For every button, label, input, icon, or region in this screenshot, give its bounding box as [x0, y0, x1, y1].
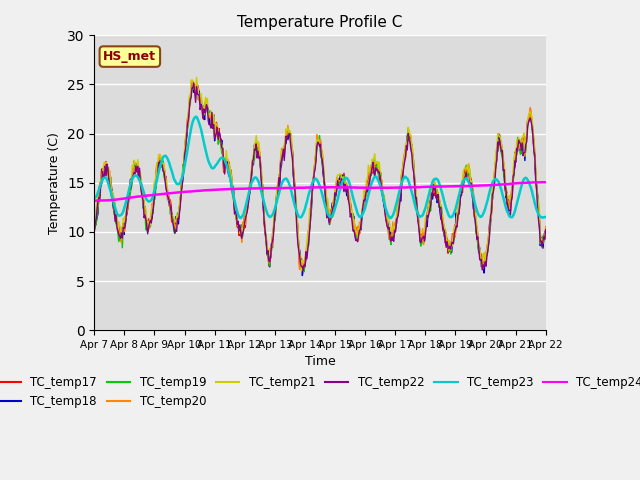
- TC_temp18: [307, 211, 314, 216]
- TC_temp18: [337, 172, 344, 178]
- TC_temp23: [462, 175, 470, 181]
- TC_temp24: [90, 198, 98, 204]
- TC_temp20: [90, 228, 98, 234]
- TC_temp18: [361, 199, 369, 205]
- TC_temp19: [542, 231, 550, 237]
- TC_temp18: [309, 176, 317, 182]
- Text: HS_met: HS_met: [103, 50, 156, 63]
- TC_temp22: [533, 186, 541, 192]
- TC_temp23: [237, 215, 244, 221]
- TC_temp23: [307, 185, 314, 191]
- TC_temp21: [90, 218, 98, 224]
- Line: TC_temp21: TC_temp21: [94, 77, 546, 271]
- Legend: TC_temp17, TC_temp18, TC_temp19, TC_temp20, TC_temp21, TC_temp22, TC_temp23, TC_: TC_temp17, TC_temp18, TC_temp19, TC_temp…: [0, 372, 640, 413]
- TC_temp18: [189, 83, 196, 88]
- TC_temp22: [361, 198, 369, 204]
- Line: TC_temp23: TC_temp23: [94, 117, 546, 218]
- TC_temp21: [361, 192, 369, 198]
- TC_temp18: [462, 170, 470, 176]
- TC_temp21: [533, 183, 541, 189]
- TC_temp17: [309, 176, 317, 181]
- TC_temp18: [90, 228, 98, 234]
- TC_temp18: [298, 273, 306, 278]
- TC_temp20: [533, 186, 541, 192]
- Line: TC_temp17: TC_temp17: [94, 82, 546, 269]
- TC_temp20: [309, 181, 317, 187]
- TC_temp20: [361, 193, 369, 199]
- TC_temp24: [539, 180, 547, 185]
- Line: TC_temp22: TC_temp22: [94, 83, 546, 270]
- TC_temp22: [542, 227, 550, 232]
- Title: Temperature Profile C: Temperature Profile C: [237, 15, 403, 30]
- TC_temp19: [309, 181, 317, 187]
- Y-axis label: Temperature (C): Temperature (C): [49, 132, 61, 234]
- TC_temp20: [296, 266, 303, 272]
- TC_temp23: [192, 114, 200, 120]
- TC_temp22: [309, 183, 317, 189]
- TC_temp22: [462, 169, 470, 175]
- TC_temp24: [531, 180, 539, 185]
- TC_temp18: [542, 231, 550, 237]
- Line: TC_temp24: TC_temp24: [94, 182, 546, 201]
- TC_temp23: [309, 179, 317, 184]
- TC_temp21: [193, 74, 200, 80]
- TC_temp23: [542, 214, 550, 220]
- TC_temp20: [462, 165, 470, 170]
- X-axis label: Time: Time: [305, 356, 335, 369]
- Line: TC_temp20: TC_temp20: [94, 82, 546, 269]
- TC_temp21: [462, 165, 470, 171]
- TC_temp21: [298, 268, 305, 274]
- TC_temp23: [361, 206, 369, 212]
- TC_temp19: [533, 182, 541, 188]
- TC_temp24: [460, 183, 468, 189]
- TC_temp19: [361, 192, 369, 198]
- TC_temp17: [188, 79, 196, 85]
- TC_temp17: [542, 229, 550, 235]
- TC_temp22: [300, 267, 307, 273]
- TC_temp19: [300, 269, 308, 275]
- TC_temp24: [359, 185, 367, 191]
- TC_temp24: [308, 184, 316, 190]
- TC_temp24: [335, 184, 342, 190]
- TC_temp19: [337, 183, 344, 189]
- TC_temp19: [90, 225, 98, 230]
- TC_temp20: [542, 224, 550, 229]
- TC_temp17: [296, 266, 303, 272]
- TC_temp24: [305, 185, 312, 191]
- Line: TC_temp19: TC_temp19: [94, 84, 546, 272]
- TC_temp17: [361, 193, 369, 199]
- TC_temp24: [542, 180, 550, 185]
- TC_temp17: [337, 176, 344, 181]
- TC_temp19: [307, 217, 314, 223]
- TC_temp20: [189, 79, 196, 84]
- TC_temp17: [307, 214, 314, 219]
- TC_temp18: [533, 182, 541, 188]
- TC_temp19: [462, 162, 470, 168]
- TC_temp23: [90, 195, 98, 201]
- TC_temp17: [533, 188, 541, 194]
- TC_temp19: [190, 82, 198, 87]
- TC_temp20: [307, 210, 314, 216]
- TC_temp22: [307, 216, 314, 222]
- TC_temp17: [462, 174, 470, 180]
- TC_temp22: [337, 184, 344, 190]
- TC_temp22: [90, 228, 98, 234]
- TC_temp21: [309, 176, 317, 182]
- TC_temp23: [533, 207, 541, 213]
- Line: TC_temp18: TC_temp18: [94, 85, 546, 276]
- TC_temp22: [190, 80, 198, 86]
- TC_temp17: [90, 221, 98, 227]
- TC_temp21: [307, 211, 314, 216]
- TC_temp20: [337, 179, 344, 184]
- TC_temp23: [337, 185, 344, 191]
- TC_temp21: [337, 171, 344, 177]
- TC_temp21: [542, 227, 550, 232]
